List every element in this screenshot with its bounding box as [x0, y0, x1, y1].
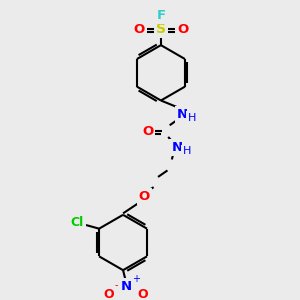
Text: H: H — [183, 146, 191, 157]
Text: O: O — [103, 288, 114, 300]
Text: N: N — [121, 280, 132, 293]
Text: O: O — [177, 22, 188, 36]
Text: O: O — [139, 190, 150, 203]
Text: N: N — [177, 108, 188, 121]
Text: Cl: Cl — [70, 216, 84, 229]
Text: +: + — [133, 274, 140, 284]
Text: S: S — [156, 22, 166, 36]
Text: N: N — [171, 141, 182, 154]
Text: O: O — [142, 124, 153, 138]
Text: O: O — [137, 288, 148, 300]
Text: H: H — [188, 113, 196, 123]
Text: -: - — [114, 280, 118, 290]
Text: F: F — [156, 9, 166, 22]
Text: O: O — [134, 22, 145, 36]
